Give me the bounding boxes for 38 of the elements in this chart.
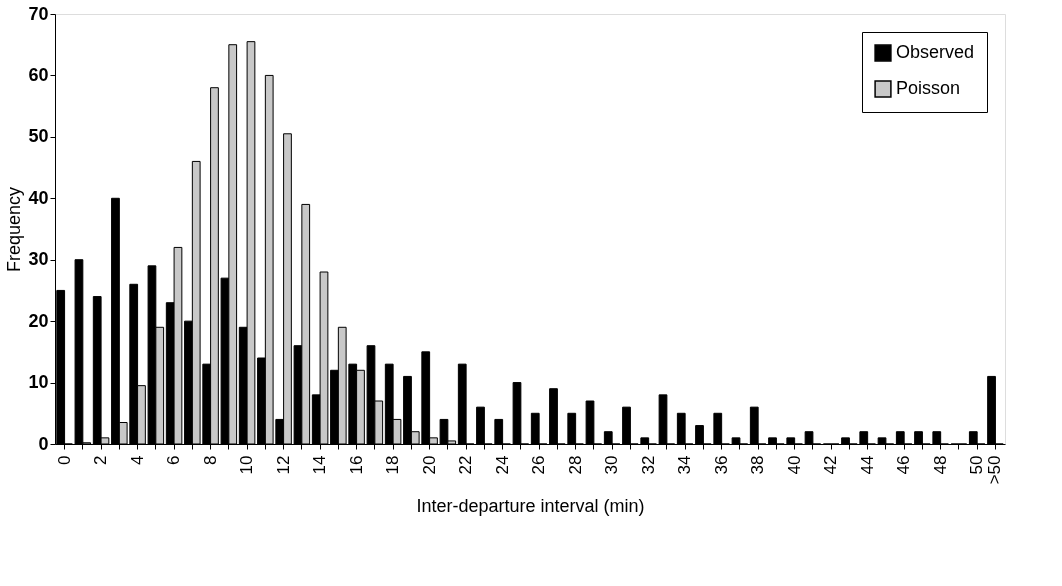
x-tick-label: 24 [492, 455, 512, 475]
x-tick-label: 0 [54, 455, 74, 465]
x-tick-label: 18 [383, 455, 403, 475]
x-tick-label: 14 [310, 455, 330, 475]
x-tick-label: >50 [985, 455, 1005, 485]
x-tick-label: 50 [967, 455, 987, 475]
x-tick-label: 36 [711, 455, 731, 475]
x-tick-label: 42 [821, 455, 841, 475]
x-tick-label: 20 [419, 455, 439, 475]
x-tick-label: 6 [164, 455, 184, 465]
x-tick-label: 12 [273, 455, 293, 475]
x-tick-label: 40 [784, 455, 804, 475]
y-tick-label: 20 [28, 310, 49, 331]
x-axis-title: Inter-departure interval (min) [416, 496, 645, 517]
x-tick-label: 22 [456, 455, 476, 475]
y-tick-label: 10 [28, 372, 49, 393]
x-tick-label: 16 [346, 455, 366, 475]
x-tick-label: 32 [638, 455, 658, 475]
x-tick-label: 8 [200, 455, 220, 465]
legend-label: Poisson [896, 78, 961, 98]
x-tick-label: 46 [894, 455, 914, 475]
x-tick-label: 2 [91, 455, 111, 465]
x-tick-label: 26 [529, 455, 549, 475]
x-tick-label: 38 [748, 455, 768, 475]
x-tick-label: 34 [675, 455, 695, 475]
y-tick-label: 30 [28, 249, 49, 270]
y-tick-label: 70 [28, 3, 49, 24]
x-tick-label: 28 [565, 455, 585, 475]
x-tick-label: 48 [930, 455, 950, 475]
x-tick-label: 10 [237, 455, 257, 475]
x-tick-label: 44 [857, 455, 877, 475]
x-tick-label: 30 [602, 455, 622, 475]
x-tick-label: 4 [127, 455, 147, 465]
y-tick-label: 40 [28, 187, 49, 208]
y-tick-label: 50 [28, 126, 49, 147]
legend-label: Observed [896, 42, 975, 62]
y-axis-title: Frequency [4, 186, 25, 273]
y-tick-label: 60 [28, 64, 49, 85]
